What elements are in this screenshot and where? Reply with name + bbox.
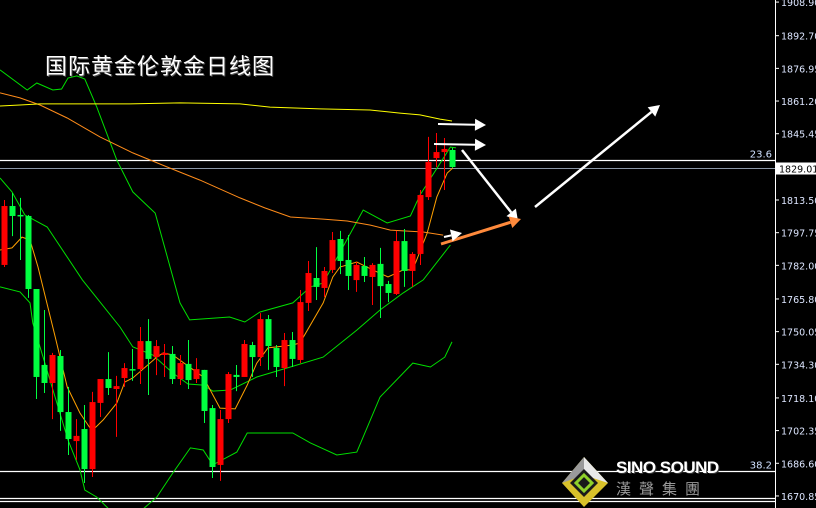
candle-up[interactable]	[369, 264, 376, 277]
candle-down[interactable]	[385, 284, 392, 293]
candle-down[interactable]	[129, 369, 136, 371]
annotation-arrow-orange-head	[508, 216, 521, 229]
candle-up[interactable]	[297, 302, 304, 360]
candle-up[interactable]	[441, 148, 448, 153]
candle-down[interactable]	[57, 356, 64, 413]
candle-up[interactable]	[281, 340, 288, 369]
current-price-box	[776, 162, 816, 175]
price-tick-label: 1861.20	[781, 97, 816, 108]
logo-text-en: SINO SOUND	[616, 458, 719, 477]
candle-down[interactable]	[33, 289, 40, 377]
candle-up[interactable]	[137, 341, 144, 370]
candle-down[interactable]	[401, 241, 408, 271]
candle-up[interactable]	[425, 162, 432, 198]
candle-down[interactable]	[273, 347, 280, 368]
logo-text-cn: 漢聲集團	[616, 480, 709, 498]
candle-up[interactable]	[417, 195, 424, 254]
candle-down[interactable]	[233, 374, 240, 377]
candle-up[interactable]	[97, 379, 104, 403]
fib-level-label: 38.2	[750, 461, 772, 472]
candle-up[interactable]	[305, 273, 312, 303]
candle-down[interactable]	[377, 263, 384, 287]
candle-up[interactable]	[409, 253, 416, 271]
candle-down[interactable]	[201, 369, 208, 411]
annotation-arrow	[437, 123, 476, 126]
fib-level-label: 23.6	[750, 150, 772, 161]
annotation-arrow-head	[474, 138, 486, 151]
candle-down[interactable]	[249, 345, 256, 358]
price-tick-label: 1908.90	[781, 0, 816, 9]
annotation-arrow	[433, 143, 476, 146]
candle-down[interactable]	[105, 379, 112, 388]
candle-up[interactable]	[433, 152, 440, 159]
candle-up[interactable]	[193, 369, 200, 380]
annotation-arrow	[443, 234, 452, 238]
candle-up[interactable]	[49, 354, 56, 383]
candle-up[interactable]	[241, 343, 248, 377]
price-tick-label: 1702.35	[781, 427, 816, 438]
candle-down[interactable]	[289, 340, 296, 359]
candle-down[interactable]	[41, 364, 48, 383]
candle-down[interactable]	[185, 363, 192, 381]
candle-down[interactable]	[209, 408, 216, 468]
ma-yellow-line	[0, 102, 453, 122]
candle-up[interactable]	[177, 363, 184, 380]
annotation-arrow	[534, 110, 653, 208]
candle-down[interactable]	[169, 353, 176, 380]
price-tick-label: 1670.85	[781, 492, 816, 503]
candle-down[interactable]	[65, 412, 72, 440]
chart-title: 国际黄金伦敦金日线图	[45, 55, 276, 80]
candle-down[interactable]	[449, 150, 456, 168]
price-tick-label: 1765.80	[781, 295, 816, 306]
price-tick-label: 1876.95	[781, 64, 816, 75]
candle-up[interactable]	[329, 240, 336, 270]
candle-up[interactable]	[89, 402, 96, 470]
price-tick-label: 1845.45	[781, 130, 816, 141]
candle-down[interactable]	[265, 319, 272, 347]
annotation-arrow-head	[474, 118, 486, 131]
annotation-arrow-head	[647, 105, 660, 117]
candle-up[interactable]	[153, 346, 160, 358]
candle-down[interactable]	[81, 429, 88, 470]
ma-long-line	[0, 92, 444, 236]
annotation-arrow-head	[449, 229, 462, 242]
sino-sound-logo: SINO SOUND 漢聲集團	[560, 455, 730, 508]
price-tick-label: 1750.05	[781, 328, 816, 339]
candle-up[interactable]	[217, 419, 224, 465]
candle-down[interactable]	[17, 214, 24, 217]
candle-up[interactable]	[121, 368, 128, 379]
candle-down[interactable]	[361, 265, 368, 276]
price-tick-label: 1734.30	[781, 360, 816, 371]
price-tick-label: 1797.75	[781, 229, 816, 240]
candle-up[interactable]	[113, 386, 120, 390]
candle-up[interactable]	[161, 352, 168, 355]
candle-down[interactable]	[337, 239, 344, 261]
candle-down[interactable]	[9, 206, 16, 216]
price-tick-label: 1718.10	[781, 394, 816, 405]
bollinger-upper-line	[0, 69, 457, 323]
candle-down[interactable]	[145, 341, 152, 359]
candle-up[interactable]	[1, 206, 8, 265]
candle-down[interactable]	[313, 278, 320, 287]
candle-up[interactable]	[257, 319, 264, 358]
candle-up[interactable]	[73, 435, 80, 442]
candle-up[interactable]	[321, 270, 328, 288]
candle-down[interactable]	[345, 259, 352, 276]
price-tick-label: 1782.00	[781, 261, 816, 272]
candle-up[interactable]	[353, 264, 360, 281]
candle-up[interactable]	[393, 241, 400, 294]
current-price-label: 1829.01	[779, 165, 816, 176]
candle-down[interactable]	[25, 215, 32, 290]
price-tick-label: 1686.60	[781, 459, 816, 470]
price-tick-label: 1813.50	[781, 196, 816, 207]
candle-up[interactable]	[225, 374, 232, 420]
price-tick-label: 1892.70	[781, 32, 816, 43]
annotation-arrow	[461, 149, 513, 214]
logo-diamond-icon	[562, 457, 608, 507]
